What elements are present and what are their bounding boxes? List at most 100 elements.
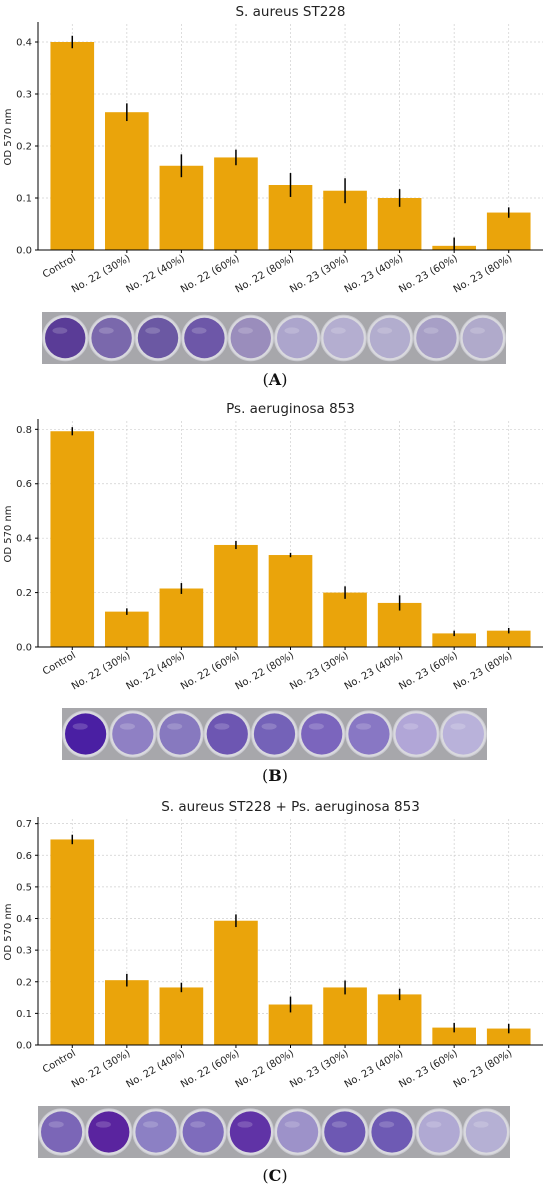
x-tick-label: No. 22 (80%) (234, 1048, 296, 1090)
well-highlight (450, 723, 466, 730)
y-tick-label: 0.6 (16, 851, 32, 862)
well (88, 1111, 130, 1153)
x-tick-label: No. 23 (80%) (452, 253, 514, 295)
well (323, 317, 364, 359)
well (465, 1111, 507, 1153)
bar-no-22-60 (214, 157, 258, 250)
x-tick-label: No. 23 (40%) (343, 253, 405, 295)
bar-no-23-40 (377, 994, 422, 1045)
bar-control (50, 431, 95, 647)
y-tick-label: 0.1 (16, 194, 32, 205)
x-tick-label: No. 22 (40%) (124, 650, 186, 692)
chart-ps-aeruginosa: Ps. aeruginosa 853 0.0 0.2 0.4 0.6 0.8 OD 570 … (3, 401, 543, 692)
well (230, 317, 271, 359)
bar-no-23-30 (323, 987, 367, 1045)
well-highlight (145, 327, 161, 334)
y-tick-label: 0.2 (16, 588, 32, 599)
well (277, 1111, 319, 1153)
well (277, 317, 318, 359)
well-highlight (470, 327, 485, 334)
well-highlight (284, 1121, 300, 1128)
well-highlight (308, 723, 324, 730)
crystal-violet-plate-photo-c (38, 1106, 510, 1158)
y-tick-label: 0.2 (16, 142, 32, 153)
y-tick-label: 0.4 (16, 38, 32, 49)
y-tick-label: 0.8 (16, 425, 32, 436)
well-highlight (403, 723, 419, 730)
x-tick-label: No. 22 (60%) (179, 650, 241, 692)
x-tick-label: No. 22 (60%) (179, 253, 241, 295)
panel-c: S. aureus ST228 + Ps. aeruginosa 853 0.0 0… (0, 795, 550, 1191)
bar-no-22-60 (214, 920, 258, 1045)
chart-title: S. aureus ST228 (235, 4, 345, 20)
well-highlight (95, 1121, 111, 1128)
x-tick-label: No. 22 (80%) (234, 650, 296, 692)
crystal-violet-plate-photo-a (42, 312, 506, 364)
y-tick-label: 0.0 (16, 246, 32, 257)
x-tick-label: No. 22 (30%) (70, 1048, 132, 1090)
bar-no-23-60 (432, 1027, 476, 1045)
well (45, 317, 86, 359)
well (418, 1111, 460, 1153)
well-highlight (423, 327, 439, 334)
well (135, 1111, 177, 1153)
bar-no-23-80 (486, 630, 531, 647)
well-highlight (52, 327, 68, 334)
well (137, 317, 179, 359)
bar-no-23-80 (486, 212, 531, 250)
well-highlight (284, 327, 300, 334)
well (112, 713, 154, 755)
panel-label-a: (A) (262, 370, 288, 389)
well-highlight (473, 1121, 489, 1128)
y-tick-label: 0.4 (16, 914, 32, 925)
well (159, 713, 201, 755)
x-tick-label: Control (41, 1048, 78, 1076)
well (41, 1111, 83, 1153)
well-highlight (331, 1121, 347, 1128)
bar-no-23-30 (323, 592, 367, 647)
well (348, 713, 390, 755)
panel-label-b: (B) (261, 766, 289, 785)
well-highlight (377, 327, 393, 334)
x-tick-label: No. 22 (40%) (124, 253, 186, 295)
x-tick-label: No. 23 (30%) (288, 650, 350, 692)
x-tick-label: No. 22 (40%) (124, 1048, 186, 1090)
bar-no-22-30 (105, 112, 149, 250)
x-tick-label: No. 22 (30%) (70, 253, 132, 295)
x-tick-label: No. 23 (80%) (452, 650, 514, 692)
well-highlight (98, 327, 114, 334)
well (416, 317, 457, 359)
y-tick-label: 0.0 (16, 1041, 32, 1052)
bar-no-22-60 (214, 544, 258, 647)
x-tick-label: No. 23 (30%) (288, 253, 350, 295)
well (395, 713, 437, 755)
x-tick-label: No. 23 (60%) (397, 1048, 459, 1090)
well (369, 317, 411, 359)
well (229, 1111, 271, 1153)
bar-no-22-40 (159, 987, 204, 1045)
y-tick-label: 0.3 (16, 946, 32, 957)
well (184, 317, 225, 359)
bar-no-22-80 (268, 555, 313, 647)
well-highlight (190, 1121, 206, 1128)
x-tick-label: No. 23 (60%) (397, 253, 459, 295)
x-tick-label: No. 23 (40%) (343, 650, 405, 692)
well-highlight (355, 723, 372, 730)
bar-no-22-40 (159, 165, 204, 250)
y-tick-label: 0.0 (16, 643, 32, 654)
well-highlight (214, 723, 230, 730)
well-highlight (143, 1121, 159, 1128)
bar-control (50, 839, 95, 1045)
well-highlight (72, 723, 88, 730)
well (91, 317, 132, 359)
bar-no-22-30 (105, 611, 149, 647)
x-tick-label: No. 23 (40%) (343, 1048, 405, 1090)
y-tick-label: 0.7 (16, 819, 32, 830)
well (371, 1111, 413, 1153)
well-highlight (261, 723, 277, 730)
x-tick-label: No. 22 (60%) (179, 1048, 241, 1090)
x-tick-label: Control (41, 253, 78, 281)
well (182, 1111, 224, 1153)
x-tick-label: No. 23 (80%) (452, 1048, 514, 1090)
